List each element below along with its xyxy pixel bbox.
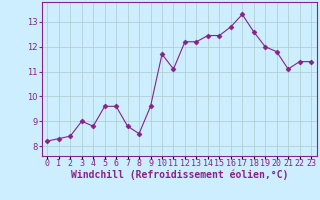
X-axis label: Windchill (Refroidissement éolien,°C): Windchill (Refroidissement éolien,°C) [70,169,288,180]
